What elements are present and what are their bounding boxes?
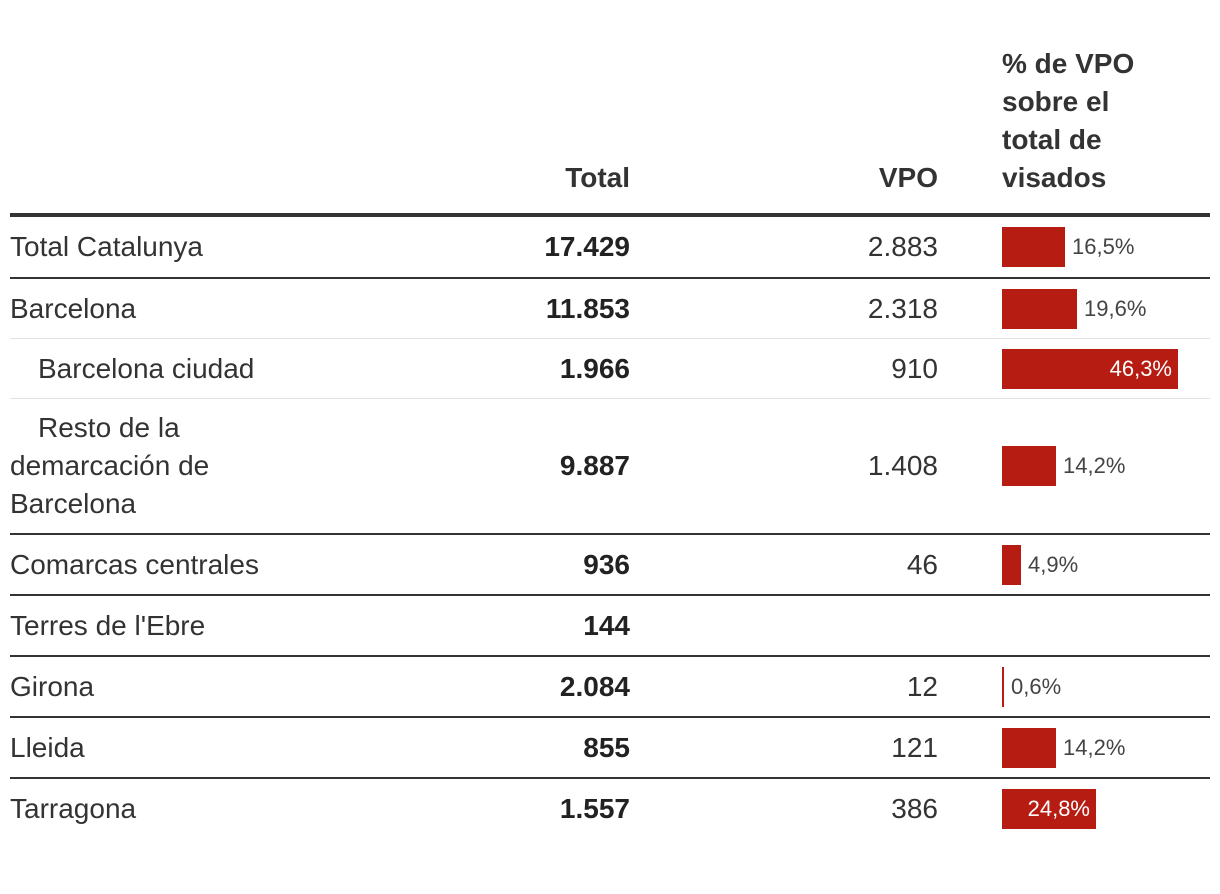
row-name: Comarcas centrales xyxy=(10,548,259,580)
row-total: 9.887 xyxy=(559,450,630,481)
row-total: 1.557 xyxy=(559,793,630,824)
row-pct xyxy=(1002,596,1210,655)
row-pct: 46,3% xyxy=(1002,339,1210,398)
row-pct: 4,9% xyxy=(1002,535,1210,594)
row-total: 855 xyxy=(583,731,630,763)
row-pct: 19,6% xyxy=(1002,279,1210,338)
row-name: Total Catalunya xyxy=(10,231,204,262)
pct-bar xyxy=(1002,446,1056,486)
row-total: 2.084 xyxy=(559,670,630,702)
pct-bar xyxy=(1002,288,1077,329)
row-pct: 16,5% xyxy=(1002,217,1210,277)
row-total: 936 xyxy=(583,548,630,580)
pct-label: 16,5% xyxy=(1072,234,1135,259)
row-vpo: 46 xyxy=(906,548,938,580)
pct-bar xyxy=(1002,348,1178,389)
header-divider xyxy=(10,213,1210,217)
row-vpo: 910 xyxy=(891,352,938,384)
pct-bar xyxy=(1002,727,1056,768)
table-row: Resto de la demarcación de Barcelona 9.887 1… xyxy=(10,398,1210,533)
table-row: Girona 2.084 12 0,6% xyxy=(10,655,1210,716)
header-pct-line: total de xyxy=(1002,124,1102,155)
pct-label: 14,2% xyxy=(1063,734,1126,760)
row-name: Lleida xyxy=(10,731,85,763)
table-row: Comarcas centrales 936 46 4,9% xyxy=(10,533,1210,594)
pct-bar xyxy=(1002,544,1021,585)
row-name: Barcelona xyxy=(10,292,137,324)
pct-bar xyxy=(1002,227,1065,267)
row-pct: 24,8% xyxy=(1002,779,1210,839)
row-vpo: 121 xyxy=(891,731,938,763)
row-vpo: 12 xyxy=(906,670,938,702)
row-name: Girona xyxy=(10,670,95,702)
row-vpo: 2.318 xyxy=(867,292,938,324)
row-name: Terres de l'Ebre xyxy=(10,609,206,641)
row-vpo: 1.408 xyxy=(867,450,938,481)
row-name: Barcelona ciudad xyxy=(38,352,255,384)
pct-label: 4,9% xyxy=(1028,551,1079,577)
header-vpo: VPO xyxy=(878,162,938,193)
row-name: Tarragona xyxy=(10,793,137,824)
header-pct-line: visados xyxy=(1002,162,1107,193)
header-pct-line: % de VPO xyxy=(1002,48,1135,79)
table-row: Lleida 855 121 14,2% xyxy=(10,716,1210,777)
row-pct: 14,2% xyxy=(1002,399,1210,533)
header-pct: % de VPO sobre el total de visados xyxy=(1002,45,1192,197)
header-total: Total xyxy=(565,162,630,193)
table-body: Total Catalunya 17.429 2.883 16,5% Barcelona… xyxy=(10,217,1210,839)
table-row: Barcelona ciudad 1.966 910 46,3% xyxy=(10,338,1210,398)
row-vpo: 2.883 xyxy=(867,231,938,262)
pct-label: 0,6% xyxy=(1011,673,1062,699)
table-row: Tarragona 1.557 386 24,8% xyxy=(10,777,1210,839)
table-header: Total VPO % de VPO sobre el total de vis… xyxy=(10,0,1210,213)
table-row: Barcelona 11.853 2.318 19,6% xyxy=(10,277,1210,338)
pct-bar xyxy=(1002,789,1096,829)
row-total: 17.429 xyxy=(544,231,630,262)
pct-label: 14,2% xyxy=(1063,453,1126,478)
row-pct: 14,2% xyxy=(1002,718,1210,777)
row-pct: 0,6% xyxy=(1002,657,1210,716)
row-total: 11.853 xyxy=(545,292,630,324)
pct-bar xyxy=(1002,666,1004,707)
pct-label: 46,3% xyxy=(1109,355,1172,381)
row-name: Resto de la demarcación de Barcelona xyxy=(10,412,210,519)
row-total: 1.966 xyxy=(559,352,630,384)
table-row: Total Catalunya 17.429 2.883 16,5% xyxy=(10,217,1210,277)
row-total: 144 xyxy=(583,609,630,641)
pct-label: 19,6% xyxy=(1084,295,1147,321)
row-vpo: 386 xyxy=(891,793,938,824)
table-row: Terres de l'Ebre 144 xyxy=(10,594,1210,655)
pct-label: 24,8% xyxy=(1027,796,1090,821)
header-pct-line: sobre el xyxy=(1002,86,1110,117)
